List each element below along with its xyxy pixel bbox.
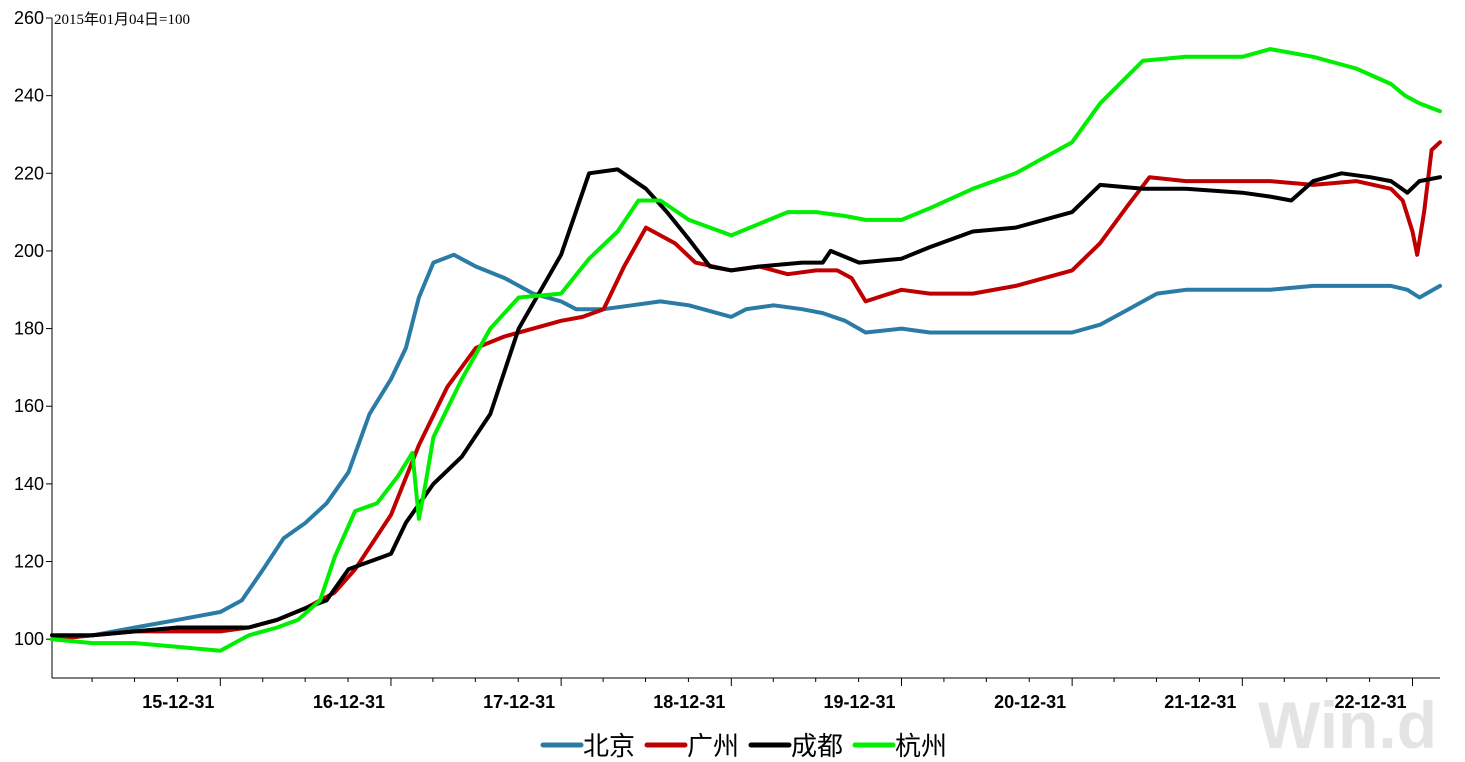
y-tick-label: 100 [14,629,44,649]
series-line-成都 [50,167,1442,638]
y-tick-label: 120 [14,552,44,572]
x-tick-label: 20-12-31 [994,692,1066,712]
x-tick-label: 22-12-31 [1334,692,1406,712]
x-tick-label: 19-12-31 [823,692,895,712]
series-line-广州 [50,140,1442,642]
y-tick-label: 260 [14,8,44,28]
series-line-杭州 [50,47,1442,653]
series-lines [50,47,1442,653]
y-tick-label: 140 [14,474,44,494]
legend-label: 杭州 [895,732,947,762]
x-tick-label: 18-12-31 [653,692,725,712]
x-tick-label: 15-12-31 [142,692,214,712]
axes [51,18,1440,679]
y-tick-label: 240 [14,86,44,106]
legend-label: 北京 [583,732,635,762]
x-tick-label: 17-12-31 [483,692,555,712]
y-tick-label: 200 [14,241,44,261]
series-line-北京 [50,252,1442,642]
base-note: 2015年01月04日=100 [54,11,190,28]
x-tick-label: 21-12-31 [1164,692,1236,712]
watermark: Win.d [1258,688,1437,762]
y-tick-label: 160 [14,396,44,416]
legend-label: 成都 [791,732,843,762]
legend: 北京 广州 成都 杭州 [540,732,947,762]
legend-label: 广州 [687,732,739,762]
y-axis-ticks: 100 120 140 160 180 200 220 240 260 [14,8,52,649]
x-axis-ticks: 15-12-31 16-12-31 17-12-31 18-12-31 19-12-31… [91,678,1413,712]
x-tick-label: 16-12-31 [313,692,385,712]
y-tick-label: 180 [14,319,44,339]
y-tick-label: 220 [14,163,44,183]
